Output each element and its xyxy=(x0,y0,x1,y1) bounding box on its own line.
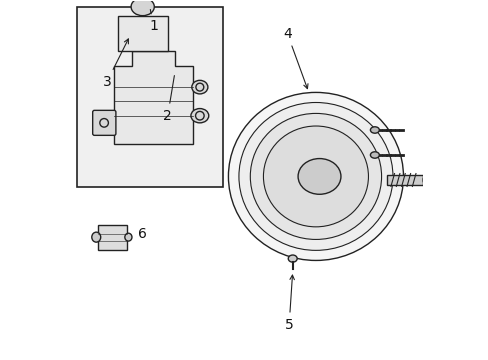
Text: 4: 4 xyxy=(283,27,307,89)
Text: 6: 6 xyxy=(126,226,147,240)
Text: 5: 5 xyxy=(284,275,294,332)
Bar xyxy=(77,7,223,187)
Ellipse shape xyxy=(191,80,207,94)
Ellipse shape xyxy=(239,103,392,250)
Text: 2: 2 xyxy=(163,76,174,123)
Ellipse shape xyxy=(228,93,403,260)
Bar xyxy=(98,225,126,249)
Text: 1: 1 xyxy=(149,9,158,33)
Ellipse shape xyxy=(131,0,154,16)
Bar xyxy=(386,175,422,185)
FancyBboxPatch shape xyxy=(93,111,116,135)
Ellipse shape xyxy=(263,126,367,227)
Ellipse shape xyxy=(124,233,132,241)
Text: 3: 3 xyxy=(102,39,128,89)
Ellipse shape xyxy=(370,152,379,158)
Bar xyxy=(118,16,167,51)
Ellipse shape xyxy=(250,113,381,239)
Ellipse shape xyxy=(370,127,379,133)
Polygon shape xyxy=(114,51,192,144)
Ellipse shape xyxy=(190,109,208,123)
Ellipse shape xyxy=(287,255,297,262)
Ellipse shape xyxy=(298,158,340,194)
Ellipse shape xyxy=(92,232,101,242)
